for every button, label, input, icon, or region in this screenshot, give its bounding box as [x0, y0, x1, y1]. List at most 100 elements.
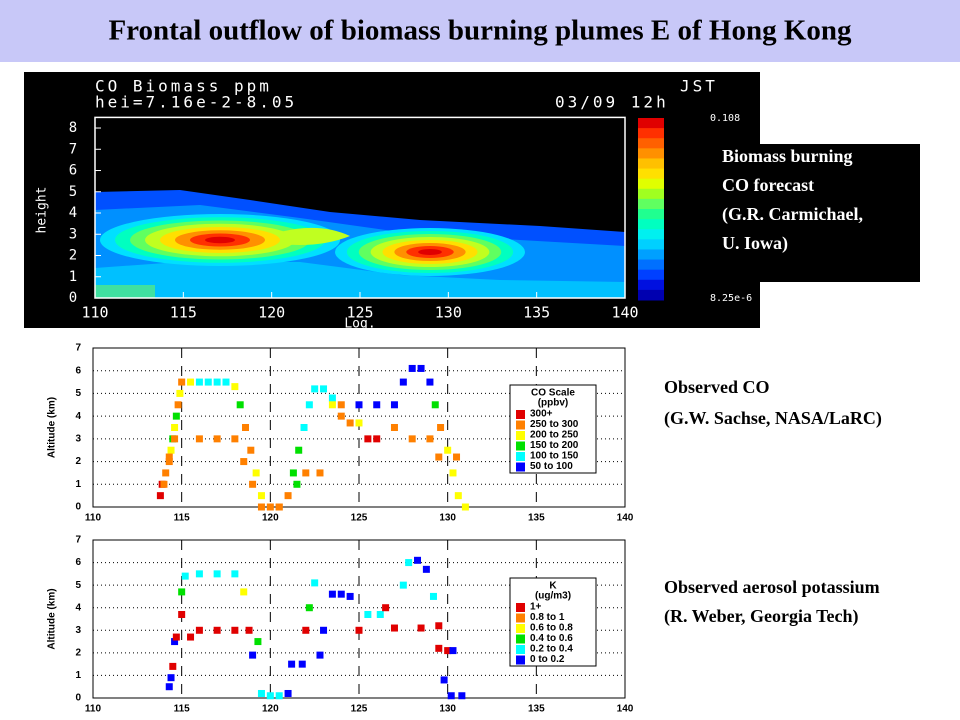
- data-point: [178, 588, 186, 596]
- data-point: [242, 424, 250, 431]
- data-point: [337, 590, 345, 598]
- data-point: [293, 480, 301, 488]
- title-bar: [0, 0, 960, 62]
- legend-unit: (ug/m3): [535, 591, 571, 602]
- y-tick-label: 0: [75, 502, 81, 513]
- data-point: [231, 570, 239, 578]
- data-point: [390, 401, 398, 409]
- data-point: [408, 364, 416, 372]
- legend-unit: (ppbv): [538, 398, 569, 409]
- y-tick-label: 2: [69, 248, 77, 264]
- data-point: [414, 556, 422, 564]
- data-point: [160, 480, 168, 488]
- data-point: [316, 651, 324, 659]
- y-tick-label: 0: [69, 290, 77, 306]
- colorbar-cell: [638, 239, 664, 250]
- caption: (G.R. Carmichael,: [722, 204, 863, 225]
- colorbar-cell: [638, 289, 664, 301]
- y-tick-label: 6: [69, 163, 77, 179]
- x-tick-label: 135: [528, 704, 545, 715]
- data-point: [213, 378, 221, 386]
- legend-swatch: [516, 613, 525, 623]
- contour-fill: [280, 227, 350, 245]
- data-point: [195, 435, 203, 443]
- x-tick-label: 140: [617, 513, 634, 524]
- colorbar-cell: [638, 279, 664, 291]
- data-point: [172, 412, 180, 420]
- data-point: [187, 633, 195, 641]
- y-tick-label: 2: [75, 456, 81, 467]
- legend-label: 200 to 250: [530, 430, 579, 441]
- data-point: [305, 604, 313, 612]
- colorbar-cell: [638, 209, 664, 220]
- data-point: [162, 469, 170, 477]
- colorbar-cell: [638, 178, 664, 190]
- legend-label: 250 to 300: [530, 419, 579, 430]
- y-tick-label: 8: [69, 120, 77, 136]
- legend-swatch: [516, 441, 525, 451]
- y-tick-label: 4: [75, 411, 81, 422]
- header: 03/09 12h: [555, 93, 669, 112]
- legend-swatch: [516, 634, 525, 644]
- data-point: [167, 674, 175, 682]
- legend-swatch: [516, 462, 525, 472]
- legend-label: 100 to 150: [530, 451, 579, 462]
- colorbar-cell: [638, 168, 664, 180]
- data-point: [171, 638, 179, 646]
- data-point: [444, 647, 452, 655]
- data-point: [449, 647, 457, 655]
- data-point: [178, 378, 186, 386]
- data-point: [156, 492, 164, 500]
- caption: Observed CO: [664, 377, 770, 397]
- data-point: [454, 492, 462, 500]
- colorbar-cell: [638, 188, 664, 200]
- x-tick-label: 135: [523, 304, 550, 322]
- legend-swatch: [516, 431, 525, 440]
- x-tick-label: 130: [439, 704, 456, 715]
- data-point: [284, 492, 292, 500]
- x-tick-label: 120: [262, 513, 279, 524]
- colorbar-label: 8.25e-6: [710, 293, 752, 304]
- data-point: [245, 626, 253, 634]
- data-point: [305, 401, 313, 409]
- data-point: [195, 378, 203, 386]
- data-point: [449, 469, 457, 477]
- data-point: [316, 469, 324, 477]
- data-point: [355, 626, 363, 634]
- data-point: [405, 559, 413, 567]
- data-point: [435, 622, 443, 630]
- data-point: [213, 626, 221, 634]
- data-point: [435, 453, 443, 461]
- y-tick-label: 5: [75, 388, 81, 399]
- data-point: [171, 435, 179, 443]
- data-point: [174, 401, 182, 409]
- colorbar-cell: [638, 269, 664, 281]
- data-point: [257, 689, 265, 697]
- y-tick-label: 2: [75, 647, 81, 658]
- caption: Biomass burning: [722, 146, 853, 166]
- data-point: [257, 492, 265, 500]
- data-point: [355, 419, 363, 427]
- data-point: [302, 626, 310, 634]
- colorbar-cell: [638, 198, 664, 210]
- data-point: [222, 378, 230, 386]
- x-tick-label: 140: [617, 704, 634, 715]
- data-point: [376, 610, 384, 618]
- colorbar-cell: [638, 219, 664, 230]
- x-tick-label: 110: [81, 304, 108, 322]
- data-point: [435, 644, 443, 652]
- data-point: [295, 446, 303, 454]
- data-point: [231, 626, 239, 634]
- data-point: [328, 590, 336, 598]
- data-point: [284, 689, 292, 697]
- y-axis-label: Altitude (km): [47, 588, 58, 649]
- data-point: [355, 401, 363, 409]
- data-point: [453, 453, 461, 461]
- legend-title: CO Scale: [531, 388, 575, 399]
- x-tick-label: 110: [85, 513, 102, 524]
- y-tick-label: 7: [75, 343, 81, 354]
- x-tick-label: 130: [439, 513, 456, 524]
- data-point: [373, 435, 381, 443]
- legend-swatch: [516, 420, 525, 430]
